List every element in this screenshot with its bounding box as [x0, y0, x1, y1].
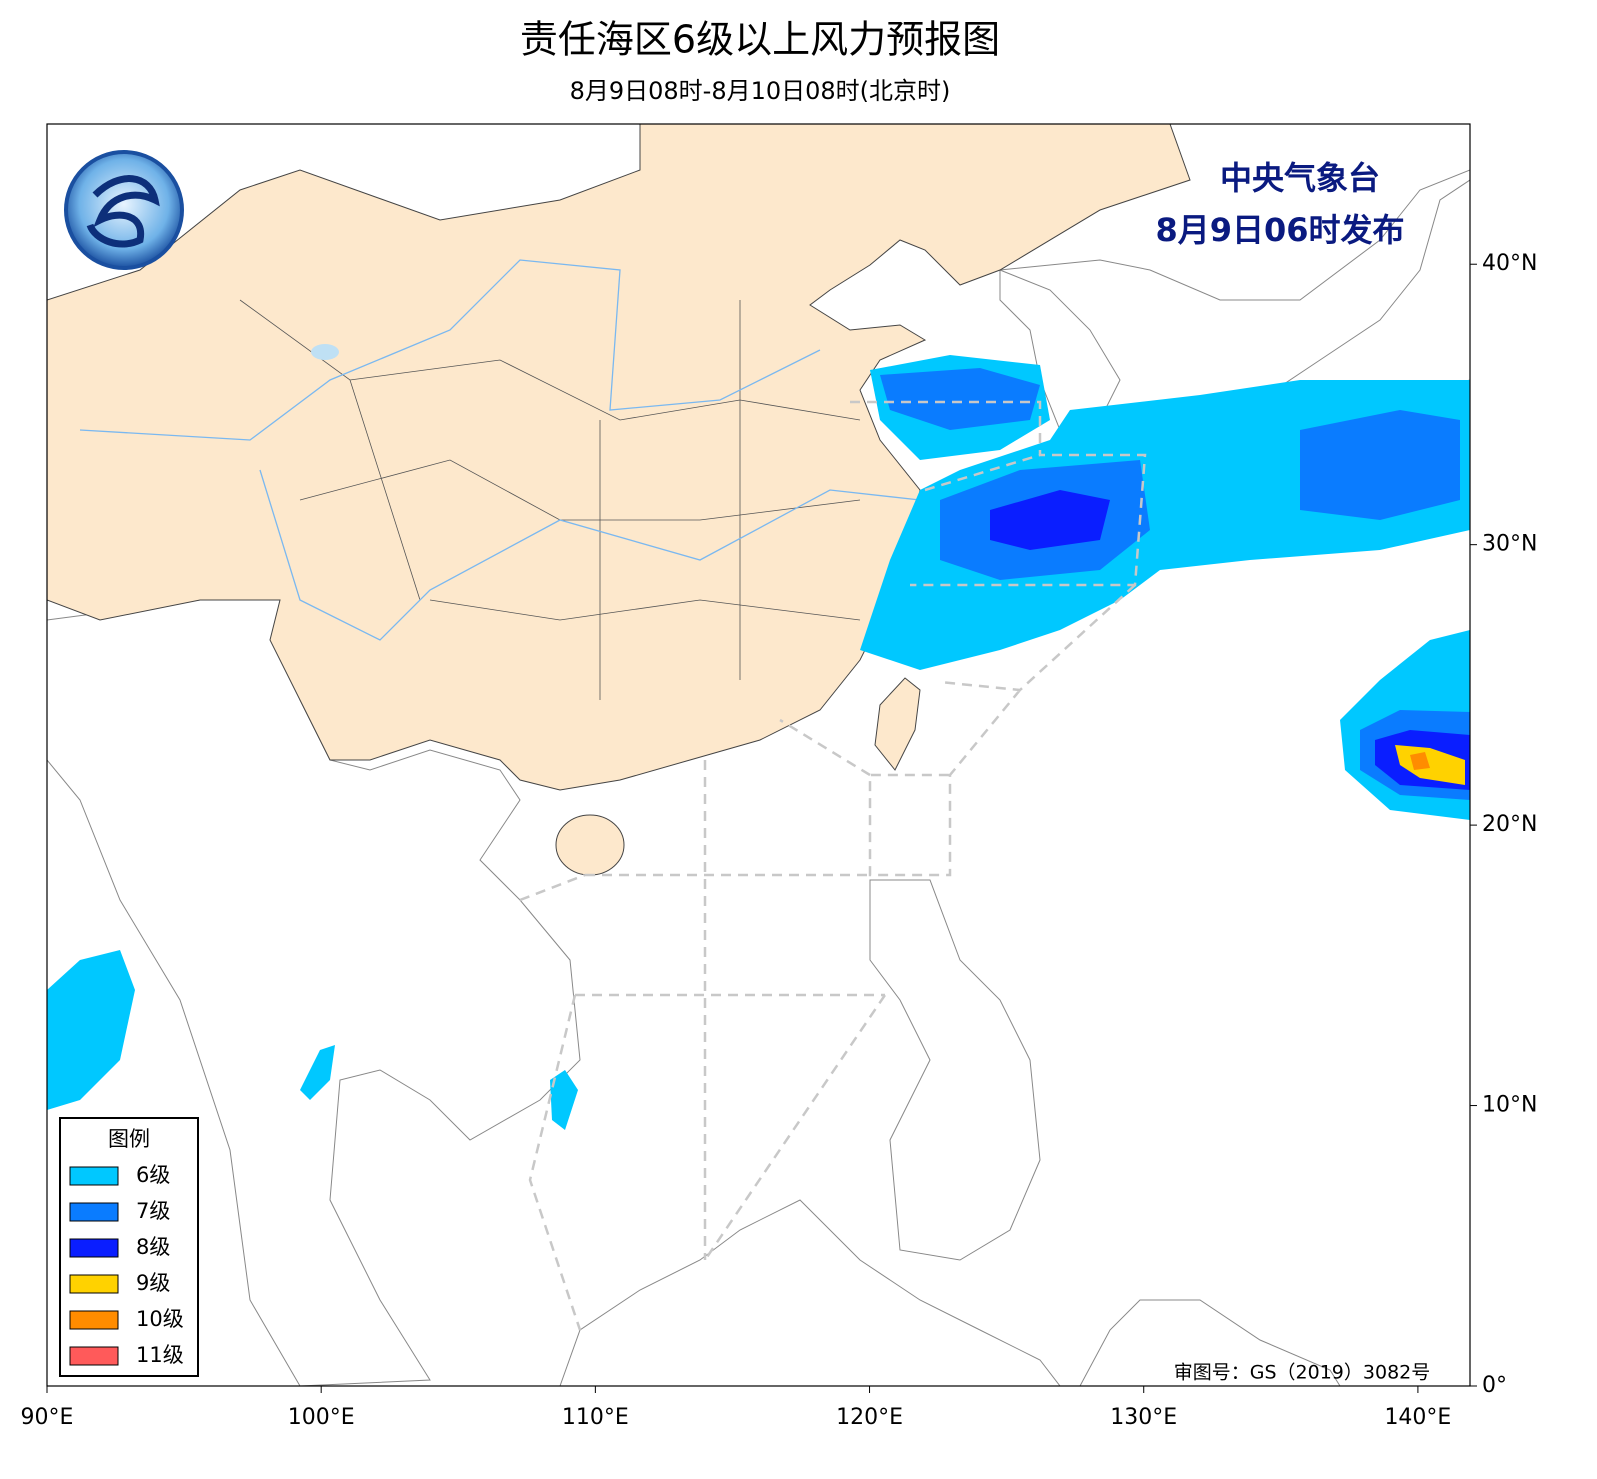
x-tick-label: 120°E: [836, 1405, 903, 1430]
x-tick-label: 130°E: [1110, 1405, 1177, 1430]
x-tick-label: 140°E: [1384, 1405, 1451, 1430]
y-tick-label: 10°N: [1482, 1093, 1537, 1118]
legend-swatch: [69, 1310, 119, 1330]
review-number: 审图号：GS（2019）3082号: [1174, 1362, 1431, 1384]
wind-area: [1410, 752, 1430, 770]
china: [47, 124, 1191, 791]
x-tick-label: 110°E: [562, 1405, 629, 1430]
river: [79, 259, 921, 641]
legend-swatch: [69, 1166, 119, 1186]
wind-area: [47, 950, 135, 1110]
title: 责任海区6级以上风力预报图: [520, 18, 1000, 62]
legend-swatch: [69, 1202, 119, 1222]
legend-label: 6级: [136, 1163, 170, 1187]
land: [47, 599, 581, 1386]
map-frame: [46, 123, 1471, 1387]
map-body: [47, 124, 1470, 1386]
legend-swatch: [69, 1346, 119, 1366]
y-tick-label: 20°N: [1482, 812, 1537, 837]
legend-label: 11级: [136, 1343, 184, 1367]
agency: 中央气象台: [1220, 159, 1380, 197]
taiwan: [874, 677, 921, 771]
logo: [64, 150, 184, 270]
subtitle: 8月9日08时-8月10日08时(北京时): [570, 77, 951, 105]
wind-area: [550, 1070, 578, 1130]
y-tick-label: 0°: [1482, 1373, 1507, 1398]
legend-label: 10级: [136, 1307, 184, 1331]
legend-label: 7级: [136, 1199, 170, 1223]
legend-title: 图例: [108, 1127, 150, 1151]
land: [869, 879, 1041, 1261]
wind-area: [880, 368, 1040, 430]
y-tick-label: 40°N: [1482, 251, 1537, 276]
wind-area: [300, 1045, 335, 1100]
legend-label: 9级: [136, 1271, 170, 1295]
land: [1079, 1299, 1341, 1386]
y-tick-label: 30°N: [1482, 532, 1537, 557]
wind-area: [990, 490, 1110, 550]
x-tick-label: 100°E: [288, 1405, 355, 1430]
lake: [311, 344, 339, 360]
issue-time: 8月9日06时发布: [1155, 211, 1404, 249]
wind-area: [1300, 410, 1460, 520]
legend-swatch: [69, 1238, 119, 1258]
legend: 图例 6级 7级 8级 9级 10级 11级: [59, 1117, 199, 1377]
legend-swatch: [69, 1274, 119, 1294]
x-tick-label: 90°E: [21, 1405, 74, 1430]
land: [559, 1199, 1061, 1386]
hainan: [555, 814, 625, 876]
sea-zone-boundary: [519, 400, 1147, 1331]
legend-label: 8级: [136, 1235, 170, 1259]
